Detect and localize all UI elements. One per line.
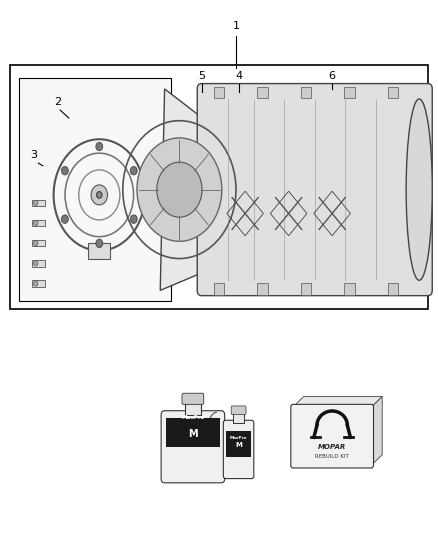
Bar xyxy=(344,87,355,99)
Text: M: M xyxy=(188,429,198,439)
Polygon shape xyxy=(371,397,382,465)
Circle shape xyxy=(34,281,38,286)
Circle shape xyxy=(130,166,137,175)
Circle shape xyxy=(130,215,137,223)
Bar xyxy=(214,87,224,99)
Text: MaxPro: MaxPro xyxy=(230,436,247,440)
FancyBboxPatch shape xyxy=(197,84,432,296)
Bar xyxy=(32,200,45,206)
Circle shape xyxy=(96,142,103,151)
Bar xyxy=(10,65,428,309)
Text: 2: 2 xyxy=(54,98,61,108)
Text: 3: 3 xyxy=(31,150,38,160)
Polygon shape xyxy=(160,89,208,290)
Bar xyxy=(88,243,110,259)
Circle shape xyxy=(61,166,68,175)
Text: MOPAR: MOPAR xyxy=(318,444,346,450)
Bar xyxy=(32,280,45,287)
FancyBboxPatch shape xyxy=(182,393,204,405)
Circle shape xyxy=(157,162,202,217)
FancyBboxPatch shape xyxy=(291,405,374,468)
Text: 5: 5 xyxy=(198,71,205,81)
Polygon shape xyxy=(293,397,382,407)
FancyBboxPatch shape xyxy=(161,411,225,483)
Circle shape xyxy=(34,261,38,266)
Text: M: M xyxy=(235,442,242,448)
Circle shape xyxy=(137,138,222,241)
Text: 6: 6 xyxy=(328,71,336,81)
Text: REBUILD KIT: REBUILD KIT xyxy=(315,454,349,459)
Circle shape xyxy=(91,185,108,205)
Bar xyxy=(32,240,45,246)
Bar xyxy=(301,87,311,99)
Bar xyxy=(214,283,224,295)
Circle shape xyxy=(34,240,38,246)
Bar xyxy=(388,87,398,99)
Circle shape xyxy=(96,191,102,198)
Bar xyxy=(185,402,201,415)
Circle shape xyxy=(96,239,103,248)
Bar xyxy=(257,283,268,295)
Text: 1: 1 xyxy=(233,21,240,30)
FancyBboxPatch shape xyxy=(223,420,254,479)
Text: MaxPro: MaxPro xyxy=(181,415,205,420)
Ellipse shape xyxy=(406,99,432,280)
Bar xyxy=(32,260,45,266)
Bar xyxy=(257,87,268,99)
Bar xyxy=(301,283,311,295)
Circle shape xyxy=(34,220,38,225)
Bar xyxy=(233,413,244,423)
Bar xyxy=(344,283,355,295)
Bar xyxy=(32,220,45,226)
Bar xyxy=(19,78,171,301)
Text: 4: 4 xyxy=(235,71,242,81)
Circle shape xyxy=(34,200,38,206)
Bar xyxy=(226,431,251,457)
Circle shape xyxy=(61,215,68,223)
FancyBboxPatch shape xyxy=(231,406,246,415)
Bar xyxy=(388,283,398,295)
Bar xyxy=(166,418,220,447)
